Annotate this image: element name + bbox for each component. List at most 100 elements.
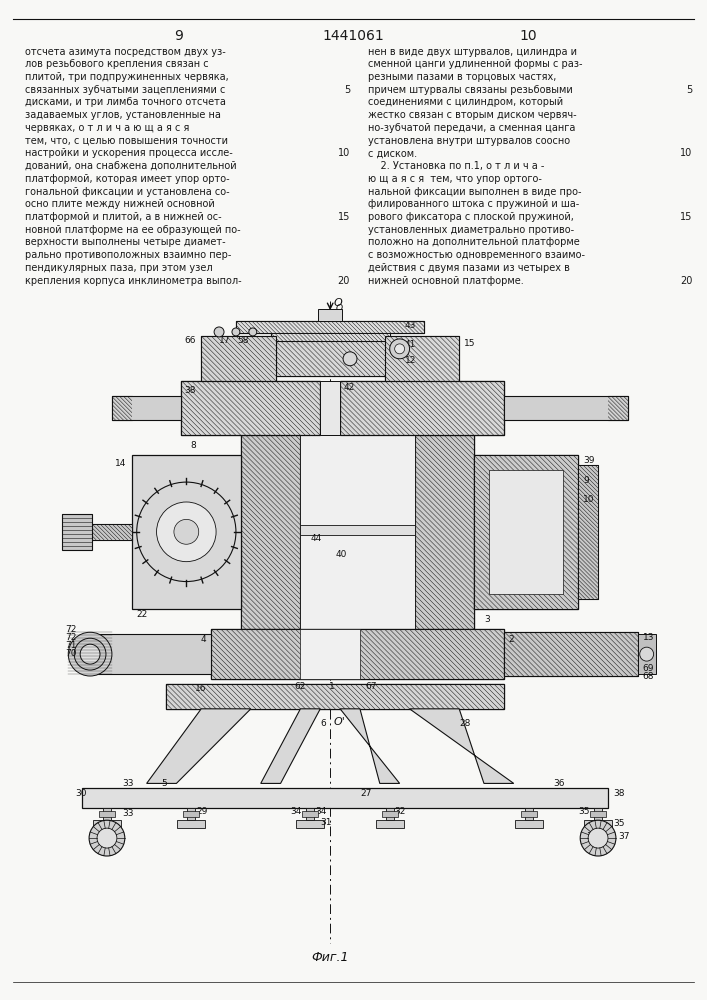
Bar xyxy=(300,629,360,679)
Text: 40: 40 xyxy=(335,550,346,559)
Polygon shape xyxy=(340,381,504,435)
Bar xyxy=(515,820,542,828)
Text: 41: 41 xyxy=(404,340,416,349)
Bar xyxy=(300,525,414,535)
Text: новной платформе на ее образующей по-: новной платформе на ее образующей по- xyxy=(25,225,240,235)
Circle shape xyxy=(390,339,409,359)
Text: рового фиксатора с плоской пружиной,: рового фиксатора с плоской пружиной, xyxy=(368,212,574,222)
Bar xyxy=(276,341,424,376)
Text: платформой, которая имеет упор орто-: платформой, которая имеет упор орто- xyxy=(25,174,229,184)
Text: осно плите между нижней основной: осно плите между нижней основной xyxy=(25,199,214,209)
Text: 39: 39 xyxy=(583,456,595,465)
Text: 30: 30 xyxy=(76,789,87,798)
Bar xyxy=(504,632,638,676)
Text: тем, что, с целью повышения точности: тем, что, с целью повышения точности xyxy=(25,136,228,146)
Polygon shape xyxy=(236,321,424,333)
Text: действия с двумя пазами из четырех в: действия с двумя пазами из четырех в xyxy=(368,263,570,273)
Circle shape xyxy=(74,638,106,670)
Bar xyxy=(474,455,578,609)
Circle shape xyxy=(174,519,199,544)
Text: 6: 6 xyxy=(320,719,326,728)
Text: гональной фиксации и установлена со-: гональной фиксации и установлена со- xyxy=(25,187,229,197)
Text: 1: 1 xyxy=(329,682,335,691)
Text: нен в виде двух штурвалов, цилиндра и: нен в виде двух штурвалов, цилиндра и xyxy=(368,47,577,57)
Text: сменной цанги удлиненной формы с раз-: сменной цанги удлиненной формы с раз- xyxy=(368,59,583,69)
Bar xyxy=(183,811,199,817)
Text: 5: 5 xyxy=(686,85,692,95)
Circle shape xyxy=(395,344,404,354)
Text: 35: 35 xyxy=(613,819,624,828)
Text: O: O xyxy=(333,298,342,308)
Bar xyxy=(320,381,340,435)
Text: 10: 10 xyxy=(583,495,595,504)
Polygon shape xyxy=(340,709,399,783)
Text: 36: 36 xyxy=(554,779,565,788)
Bar xyxy=(414,435,474,629)
Polygon shape xyxy=(112,396,132,420)
Polygon shape xyxy=(409,709,514,783)
Text: ю щ а я с я  тем, что упор ортого-: ю щ а я с я тем, что упор ортого- xyxy=(368,174,542,184)
Text: 71: 71 xyxy=(65,641,77,650)
Text: O': O' xyxy=(333,717,345,727)
Bar xyxy=(584,820,612,828)
Polygon shape xyxy=(276,341,424,376)
Text: причем штурвалы связаны резьбовыми: причем штурвалы связаны резьбовыми xyxy=(368,85,573,95)
Text: 10: 10 xyxy=(680,148,692,158)
Polygon shape xyxy=(504,632,638,676)
Text: 12: 12 xyxy=(404,356,416,365)
Polygon shape xyxy=(92,524,132,540)
Text: 58: 58 xyxy=(237,336,248,345)
Text: 38: 38 xyxy=(613,789,624,798)
Bar xyxy=(578,465,598,599)
Text: 32: 32 xyxy=(395,807,406,816)
Bar xyxy=(340,381,504,435)
Circle shape xyxy=(214,327,224,337)
Text: 10: 10 xyxy=(520,29,537,43)
Text: 68: 68 xyxy=(643,672,654,681)
Text: плитой, три подпружиненных червяка,: плитой, три подпружиненных червяка, xyxy=(25,72,228,82)
Text: 66: 66 xyxy=(185,336,197,345)
Text: 37: 37 xyxy=(618,832,629,841)
Circle shape xyxy=(80,644,100,664)
Text: 31: 31 xyxy=(320,818,332,827)
Text: 16: 16 xyxy=(194,684,206,693)
Text: 67: 67 xyxy=(365,682,376,691)
Text: 42: 42 xyxy=(344,383,355,392)
Polygon shape xyxy=(166,684,504,709)
Text: 22: 22 xyxy=(136,610,148,619)
Bar xyxy=(525,808,532,820)
Bar xyxy=(318,309,342,321)
Text: 34: 34 xyxy=(315,807,327,816)
Circle shape xyxy=(136,482,236,582)
Bar xyxy=(386,808,394,820)
Text: 2. Установка по п.1, о т л и ч а -: 2. Установка по п.1, о т л и ч а - xyxy=(368,161,544,171)
Polygon shape xyxy=(271,333,390,341)
Text: 3: 3 xyxy=(484,615,490,624)
Text: 10: 10 xyxy=(338,148,350,158)
Bar xyxy=(504,396,628,420)
Text: платформой и плитой, а в нижней ос-: платформой и плитой, а в нижней ос- xyxy=(25,212,221,222)
Text: отсчета азимута посредством двух уз-: отсчета азимута посредством двух уз- xyxy=(25,47,226,57)
Polygon shape xyxy=(241,435,300,629)
Text: 5: 5 xyxy=(161,779,168,788)
Bar xyxy=(201,336,276,386)
Circle shape xyxy=(156,502,216,562)
Text: нижней основной платформе.: нижней основной платформе. xyxy=(368,276,524,286)
Bar xyxy=(112,396,182,420)
Bar xyxy=(187,808,195,820)
Text: 9: 9 xyxy=(583,476,589,485)
Text: 44: 44 xyxy=(310,534,322,543)
Text: дований, она снабжена дополнительной: дований, она снабжена дополнительной xyxy=(25,161,236,171)
Text: установлена внутри штурвалов соосно: установлена внутри штурвалов соосно xyxy=(368,136,570,146)
Bar xyxy=(166,684,504,709)
Text: 20: 20 xyxy=(338,276,350,286)
Text: лов резьбового крепления связан с: лов резьбового крепления связан с xyxy=(25,59,209,69)
Bar xyxy=(300,435,414,629)
Text: дисками, и три лимба точного отсчета: дисками, и три лимба точного отсчета xyxy=(25,97,226,107)
Text: 72: 72 xyxy=(65,633,76,642)
Polygon shape xyxy=(182,381,320,435)
Bar xyxy=(211,629,504,679)
Bar xyxy=(520,811,537,817)
Polygon shape xyxy=(578,465,598,599)
Text: жестко связан с вторым диском червяч-: жестко связан с вторым диском червяч- xyxy=(368,110,576,120)
